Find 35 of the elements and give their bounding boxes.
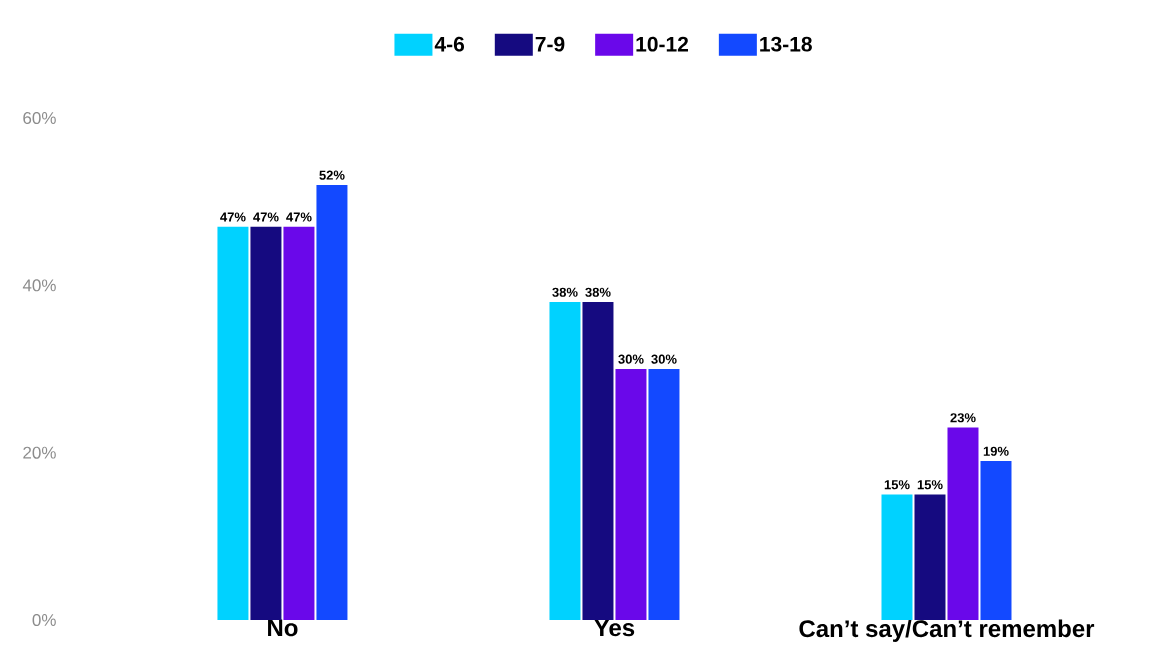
data-label: 52% (319, 170, 345, 180)
legend-label: 13-18 (760, 36, 812, 52)
data-label: 47% (253, 212, 279, 222)
bar (947, 427, 979, 620)
legend-label: 4-6 (434, 36, 465, 52)
y-tick-label: 0% (32, 613, 56, 627)
bar (980, 461, 1012, 620)
bar (283, 226, 315, 620)
data-label: 47% (286, 212, 312, 222)
data-label: 30% (651, 354, 677, 364)
y-tick-label: 60% (23, 111, 56, 125)
legend-label: 7-9 (535, 36, 565, 52)
y-tick-label: 40% (22, 279, 56, 292)
data-label: 38% (585, 287, 611, 297)
data-label: 15% (917, 480, 943, 490)
y-tick-label: 20% (23, 446, 56, 459)
bar (582, 302, 614, 620)
bar (250, 226, 282, 620)
bar (217, 226, 249, 620)
data-label: 30% (618, 354, 644, 364)
data-label: 15% (884, 480, 910, 490)
data-label: 23% (950, 413, 976, 423)
bar (615, 369, 647, 620)
bar (914, 494, 946, 620)
bar (316, 184, 348, 620)
data-label: 47% (220, 212, 246, 222)
bar (881, 494, 913, 620)
data-label: 38% (552, 287, 578, 297)
bar (648, 369, 680, 620)
data-label: 19% (983, 446, 1009, 456)
x-tick-label: Yes (594, 619, 635, 637)
bar (549, 302, 581, 620)
x-tick-label: No (268, 619, 298, 637)
x-tick-label: Can’t say/Can’t remember (799, 619, 1095, 642)
legend-label: 10-12 (636, 36, 689, 52)
